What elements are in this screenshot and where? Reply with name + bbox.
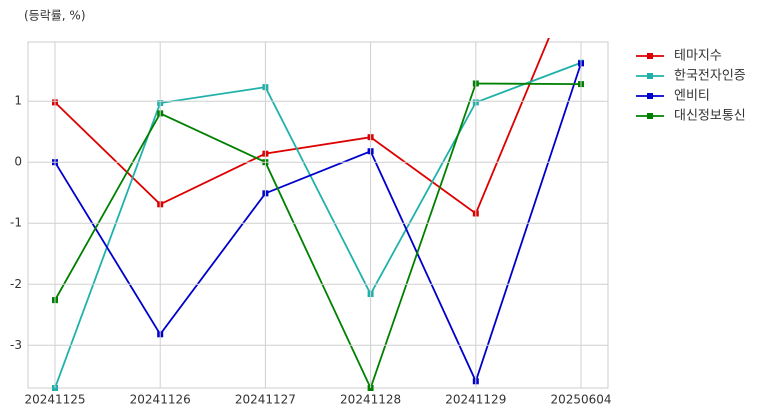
legend-label: 대신정보통신 bbox=[674, 109, 746, 124]
y-tick-label: 0 bbox=[14, 155, 22, 169]
y-tick-label: -2 bbox=[10, 277, 22, 291]
y-tick-label: 1 bbox=[14, 94, 22, 108]
x-tick-label: 20241125 bbox=[24, 393, 85, 407]
plot-frame bbox=[27, 41, 609, 389]
x-tick-label: 20241129 bbox=[445, 393, 506, 407]
x-tick-label: 20241126 bbox=[130, 393, 191, 407]
legend-label: 테마지수 bbox=[674, 49, 722, 64]
legend-marker bbox=[647, 73, 653, 79]
x-tick-label: 20241127 bbox=[235, 393, 296, 407]
series-line bbox=[54, 61, 582, 389]
series-line bbox=[54, 63, 582, 384]
legend-marker bbox=[647, 113, 653, 119]
y-tick-label: -3 bbox=[10, 338, 22, 352]
y-tick-label: -1 bbox=[10, 216, 22, 230]
legend-label: 한국전자인증 bbox=[674, 69, 746, 84]
plot-area bbox=[52, 38, 584, 391]
series-line bbox=[54, 38, 550, 215]
legend-label: 엔비티 bbox=[674, 89, 710, 104]
x-tick-label: 20241128 bbox=[340, 393, 401, 407]
x-tick-label: 20250604 bbox=[550, 393, 611, 407]
legend-marker bbox=[647, 93, 653, 99]
series-line bbox=[54, 82, 582, 391]
y-axis-label: (등락률, %) bbox=[24, 9, 86, 23]
legend-marker bbox=[647, 53, 653, 59]
